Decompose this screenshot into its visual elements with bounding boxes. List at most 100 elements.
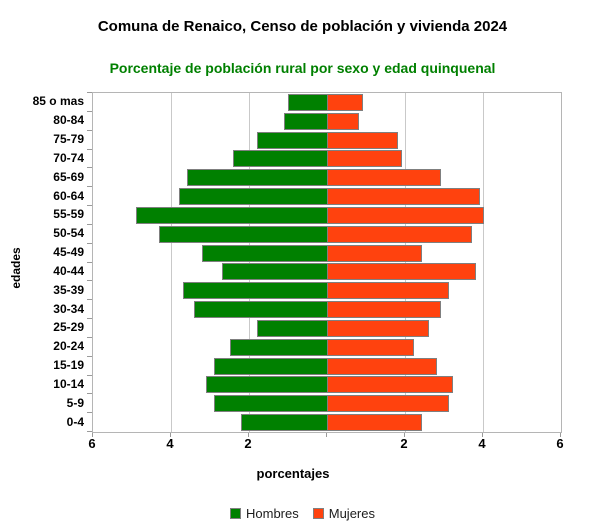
x-axis-tick (248, 433, 249, 437)
age-label-60-64: 60-64 (53, 188, 84, 203)
y-axis-tick (87, 130, 92, 131)
bar-hombres-35-39 (182, 282, 328, 300)
bar-mujeres-0-4 (327, 414, 422, 432)
age-label-10-14: 10-14 (53, 376, 84, 391)
bar-mujeres-55-59 (327, 206, 484, 224)
y-axis-tick (87, 186, 92, 187)
x-axis-tick-label-6: 6 (556, 436, 564, 451)
age-label-35-39: 35-39 (53, 282, 84, 297)
bar-mujeres-5-9 (327, 395, 449, 413)
age-label-65-69: 65-69 (53, 169, 84, 184)
bar-mujeres-80-84 (327, 112, 360, 130)
y-axis-tick (87, 299, 92, 300)
y-axis-tick (87, 393, 92, 394)
bar-hombres-50-54 (159, 225, 328, 243)
bar-hombres-30-34 (194, 301, 328, 319)
bar-hombres-80-84 (284, 112, 328, 130)
bar-hombres-55-59 (135, 206, 328, 224)
bar-mujeres-10-14 (327, 376, 453, 394)
chart-subtitle: Porcentaje de población rural por sexo y… (109, 60, 496, 76)
y-axis-tick (87, 337, 92, 338)
bar-hombres-75-79 (256, 131, 328, 149)
age-label-30-34: 30-34 (53, 301, 84, 316)
bar-mujeres-70-74 (327, 150, 403, 168)
y-axis-tick (87, 280, 92, 281)
bar-mujeres-35-39 (327, 282, 449, 300)
age-label-55-59: 55-59 (53, 207, 84, 222)
bar-mujeres-40-44 (327, 263, 477, 281)
bar-mujeres-25-29 (327, 319, 430, 337)
age-label-25-29: 25-29 (53, 320, 84, 335)
y-axis-tick (87, 167, 92, 168)
bar-mujeres-75-79 (327, 131, 399, 149)
bar-mujeres-20-24 (327, 338, 414, 356)
y-axis-tick (87, 356, 92, 357)
bar-hombres-15-19 (213, 357, 328, 375)
bar-mujeres-85-o-mas (327, 93, 364, 111)
age-label-85-o-mas: 85 o mas (32, 94, 84, 109)
legend-swatch-icon (312, 508, 324, 519)
gridline-left-4 (171, 93, 172, 432)
gridline-left-2 (249, 93, 250, 432)
y-axis-tick (87, 243, 92, 244)
age-label-75-79: 75-79 (53, 132, 84, 147)
legend-item-mujeres: Mujeres (312, 506, 375, 521)
age-label-40-44: 40-44 (53, 263, 84, 278)
y-axis-tick (87, 412, 92, 413)
x-axis-tick-label-2: 2 (244, 436, 252, 451)
x-axis-tick-label-4: 4 (166, 436, 174, 451)
gridline-right-2 (405, 93, 406, 432)
age-label-20-24: 20-24 (53, 339, 84, 354)
bar-hombres-0-4 (241, 414, 328, 432)
x-axis-title: porcentajes (256, 466, 330, 481)
legend-label: Hombres (246, 506, 299, 521)
bar-hombres-20-24 (229, 338, 328, 356)
age-label-50-54: 50-54 (53, 226, 84, 241)
x-axis-tick (404, 433, 405, 437)
x-axis-tick (482, 433, 483, 437)
x-axis-tick-label-6: 6 (88, 436, 96, 451)
chart-title: Comuna de Renaico, Censo de población y … (97, 18, 508, 35)
bar-mujeres-60-64 (327, 188, 481, 206)
gridline-right-4 (483, 93, 484, 432)
x-axis-tick (92, 433, 93, 437)
legend-swatch-icon (230, 508, 241, 519)
x-axis-tick (170, 433, 171, 437)
plot-area (92, 92, 562, 433)
y-axis-tick (87, 224, 92, 225)
bar-mujeres-30-34 (327, 301, 442, 319)
y-axis-tick (87, 318, 92, 319)
bar-hombres-65-69 (186, 169, 328, 187)
y-axis-tick (87, 149, 92, 150)
age-label-0-4: 0-4 (66, 414, 84, 429)
bar-mujeres-45-49 (327, 244, 422, 262)
y-axis-tick (87, 92, 92, 93)
y-axis-tick (87, 262, 92, 263)
x-axis-tick-label-2: 2 (400, 436, 408, 451)
legend: Hombres Mujeres (0, 506, 605, 521)
legend-label: Mujeres (328, 506, 375, 521)
age-label-45-49: 45-49 (53, 245, 84, 260)
bar-hombres-70-74 (233, 150, 328, 168)
legend-item-hombres: Hombres (230, 506, 299, 521)
bar-hombres-60-64 (178, 188, 328, 206)
age-label-15-19: 15-19 (53, 358, 84, 373)
y-axis-tick (87, 375, 92, 376)
y-axis-tick (87, 431, 92, 432)
bar-mujeres-50-54 (327, 225, 473, 243)
y-axis-tick (87, 111, 92, 112)
x-axis-tick-label-4: 4 (478, 436, 486, 451)
age-label-80-84: 80-84 (53, 113, 84, 128)
x-axis-tick (560, 433, 561, 437)
bar-hombres-85-o-mas (288, 93, 328, 111)
bar-hombres-10-14 (206, 376, 328, 394)
bar-hombres-45-49 (202, 244, 328, 262)
bar-hombres-40-44 (221, 263, 328, 281)
age-label-70-74: 70-74 (53, 150, 84, 165)
y-axis-tick (87, 205, 92, 206)
bar-hombres-25-29 (256, 319, 328, 337)
age-label-5-9: 5-9 (66, 395, 84, 410)
bar-mujeres-65-69 (327, 169, 442, 187)
bar-mujeres-15-19 (327, 357, 438, 375)
